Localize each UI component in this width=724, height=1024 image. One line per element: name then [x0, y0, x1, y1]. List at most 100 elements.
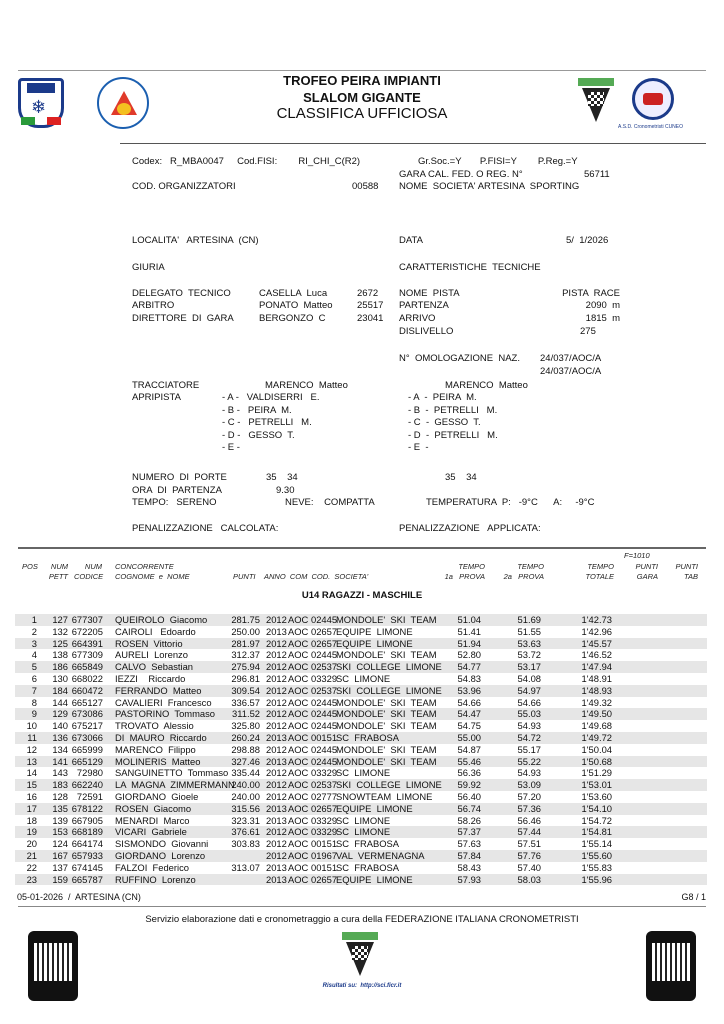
cell-name: SANGUINETTO Tommaso [115, 767, 229, 779]
qr-code-right[interactable] [646, 931, 696, 1001]
cell-tempo-2: 57.76 [517, 850, 541, 861]
cell-codice: 673086 [71, 708, 103, 720]
title-classifica: CLASSIFICA UFFICIOSA [276, 105, 448, 122]
qr-code-left[interactable] [28, 931, 78, 1001]
tracciatore-2: MARENCO Matteo [445, 380, 528, 391]
cell-com: AOC [288, 743, 309, 755]
tech-value: 275 [580, 326, 596, 337]
cell-anno: 2013 [266, 802, 287, 814]
cell-tempo-totale: 1'49.50 [581, 708, 612, 720]
cell-tempo-totale: 1'42.73 [581, 614, 612, 625]
cell-pett: 183 [52, 779, 68, 791]
cell-name: CALVO Sebastian [115, 661, 193, 673]
cell-punti: 335.44 [231, 767, 260, 779]
cell-codice: 665129 [71, 755, 103, 767]
cell-name: CAIROLI Edoardo [115, 625, 196, 637]
cell-pos: 13 [26, 755, 37, 767]
temperatura: TEMPERATURA P: -9°C A: -9°C [426, 497, 595, 508]
tech-label: NOME PISTA [399, 288, 460, 299]
cell-pett: 167 [52, 850, 68, 861]
jury-role: ARBITRO [132, 300, 175, 311]
apripista-run1: - D - GESSO T. [222, 429, 295, 441]
cell-tempo-totale: 1'45.57 [581, 637, 612, 649]
apripista-run2: - A - PEIRA M. [408, 392, 477, 403]
cell-tempo-2: 54.93 [517, 720, 541, 732]
col-tempo-totale: TEMPO TOTALE [585, 562, 614, 581]
cell-tempo-1: 54.87 [457, 743, 481, 755]
cell-tempo-2: 57.51 [517, 838, 541, 850]
cell-codice: 667905 [71, 814, 103, 826]
tech-value: PISTA RACE [562, 288, 620, 299]
cell-tempo-totale: 1'50.04 [581, 743, 612, 755]
cell-pos: 2 [31, 625, 37, 637]
col-punti-tab: PUNTI TAB [675, 562, 699, 581]
jury-name: PONATO Matteo [259, 300, 333, 311]
gr-soc: Gr.Soc.=Y P.FISI=Y P.Reg.=Y [418, 156, 578, 167]
cod-org-value: 00588 [352, 181, 379, 192]
gara-cal-number: 56711 [584, 169, 610, 180]
results-link[interactable]: Risultati su: http://sci.ficr.it [322, 983, 402, 989]
cell-com: AOC [288, 861, 309, 873]
cell-tempo-2: 53.17 [517, 661, 541, 673]
cell-pos: 19 [26, 826, 37, 838]
cell-cod: 02657 [311, 873, 338, 885]
cell-com: AOC [288, 649, 309, 661]
cell-pett: 153 [52, 826, 68, 838]
cell-societa: SKI COLLEGE LIMONE [336, 661, 442, 673]
table-row: 17 135 678122 ROSEN Giacomo 315.56 2013 AOC 026… [15, 802, 707, 815]
cell-tempo-2: 55.03 [517, 708, 541, 720]
cell-cod: 00151 [311, 732, 338, 743]
table-row: 16 128 72591 GIORDANO Gioele 240.00 2012 AOC 02… [15, 791, 707, 803]
ficr-footer-logo [342, 932, 378, 978]
title-trofeo: TROFEO PEIRA IMPIANTI [283, 73, 441, 88]
cell-societa: MONDOLE' SKI TEAM [336, 755, 437, 767]
cell-name: MENARDI Marco [115, 814, 190, 826]
cell-anno: 2012 [266, 637, 287, 649]
cell-punti: 309.54 [231, 684, 260, 696]
cell-tempo-2: 54.97 [517, 684, 541, 696]
apripista-run1: - B - PEIRA M. [222, 404, 292, 416]
table-row: 11 136 673066 DI MAURO Riccardo 260.24 2013 AO… [15, 732, 707, 744]
cell-cod: 02445 [311, 708, 338, 720]
cell-pos: 16 [26, 791, 37, 802]
cell-tempo-1: 57.63 [457, 838, 481, 850]
cell-societa: MONDOLE' SKI TEAM [336, 708, 437, 720]
jury-role: DIRETTORE DI GARA [132, 313, 234, 324]
cell-cod: 03329 [311, 673, 338, 684]
cell-anno: 2012 [266, 779, 287, 791]
cell-pett: 129 [52, 708, 68, 720]
cell-anno: 2013 [266, 814, 287, 826]
cell-societa: SC LIMONE [336, 673, 391, 684]
cell-cod: 00151 [311, 861, 338, 873]
col-num-codice: NUM CODICE [74, 562, 104, 581]
cod-org-label: COD. ORGANIZZATORI [132, 181, 236, 192]
col-f-factor: F=1010 [624, 551, 650, 560]
cell-tempo-1: 58.26 [457, 814, 481, 826]
cell-tempo-2: 58.03 [517, 873, 541, 885]
cell-pett: 143 [52, 767, 68, 779]
cell-societa: MONDOLE' SKI TEAM [336, 743, 437, 755]
jury-name: CASELLA Luca [259, 288, 328, 299]
cell-codice: 665999 [71, 743, 103, 755]
col-num-pett: NUM PETT [48, 562, 68, 581]
cell-cod: 02445 [311, 696, 338, 708]
cell-pett: 127 [52, 614, 68, 625]
cell-anno: 2012 [266, 791, 287, 802]
cell-tempo-totale: 1'48.93 [581, 684, 612, 696]
cell-com: AOC [288, 614, 309, 625]
cell-codice: 678122 [71, 802, 103, 814]
cell-cod: 03329 [311, 826, 338, 838]
cell-punti: 303.83 [231, 838, 260, 850]
cell-cod: 03329 [311, 814, 338, 826]
porte-1: 35 34 [266, 472, 298, 483]
cell-tempo-2: 53.09 [517, 779, 541, 791]
cell-societa: EQUIPE LIMONE [336, 873, 413, 885]
logo-caption: A.S.D. Cronometristi CUNEO [618, 124, 684, 130]
cell-name: FERRANDO Matteo [115, 684, 202, 696]
cell-com: AOC [288, 696, 309, 708]
cell-tempo-1: 54.77 [457, 661, 481, 673]
table-row: 3 125 664391 ROSEN Vittorio 281.97 2012 AOC 026… [15, 637, 707, 650]
cell-cod: 02537 [311, 661, 338, 673]
cell-com: AOC [288, 779, 309, 791]
cell-tempo-1: 55.46 [457, 755, 481, 767]
